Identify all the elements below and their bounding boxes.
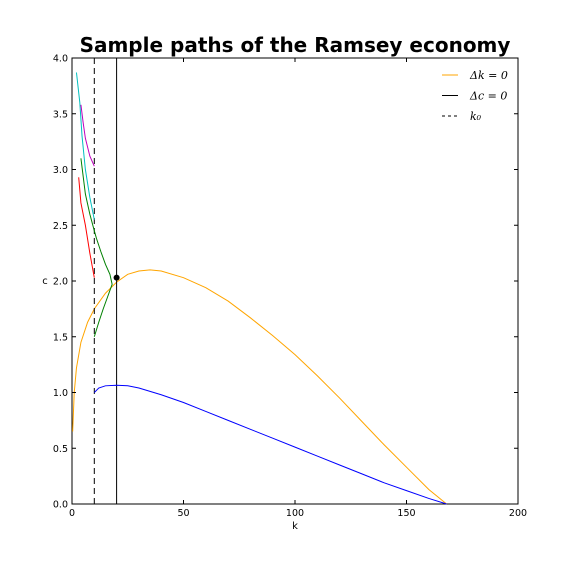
y-tick-label: 3.5 xyxy=(53,109,68,120)
sample-path-4 xyxy=(80,158,113,337)
y-tick-label: 3.0 xyxy=(53,165,68,176)
legend: Δk = 0 Δc = 0 k₀ xyxy=(442,69,508,123)
y-tick-label: 1.0 xyxy=(53,388,68,399)
x-tick-label: 200 xyxy=(509,508,527,519)
sample-path-6 xyxy=(75,72,95,220)
steady-state-point xyxy=(113,274,120,281)
delta-k-zero-curve xyxy=(72,269,447,505)
y-tick-label: 0.0 xyxy=(53,500,68,511)
sample-path-7 xyxy=(80,104,95,167)
x-tick-label: 50 xyxy=(177,508,189,519)
x-tick-label: 100 xyxy=(286,508,304,519)
y-tick-label: 2.0 xyxy=(53,277,68,288)
y-tick-label: 4.0 xyxy=(53,54,68,65)
y-axis-label: c xyxy=(42,276,48,287)
plot-area-frame xyxy=(71,57,519,505)
chart-title: Sample paths of the Ramsey economy xyxy=(80,33,511,57)
series-layer xyxy=(72,58,447,505)
legend-label: Δk = 0 xyxy=(469,69,508,82)
x-tick-label: 0 xyxy=(69,508,75,519)
sample-path-5 xyxy=(78,177,95,278)
legend-label: k₀ xyxy=(470,110,482,123)
y-tick-label: 1.5 xyxy=(53,332,68,343)
ticks-layer: 0 50 100 150 200 0.0 0.5 1.0 1.5 2.0 2.5 3.0 3.5 4.0 xyxy=(53,54,527,520)
y-tick-label: 0.5 xyxy=(53,444,68,455)
legend-label: Δc = 0 xyxy=(469,90,507,103)
sample-path-3 xyxy=(93,384,447,505)
y-tick-label: 2.5 xyxy=(53,221,68,232)
x-tick-label: 150 xyxy=(397,508,415,519)
x-axis-label: k xyxy=(292,521,298,532)
